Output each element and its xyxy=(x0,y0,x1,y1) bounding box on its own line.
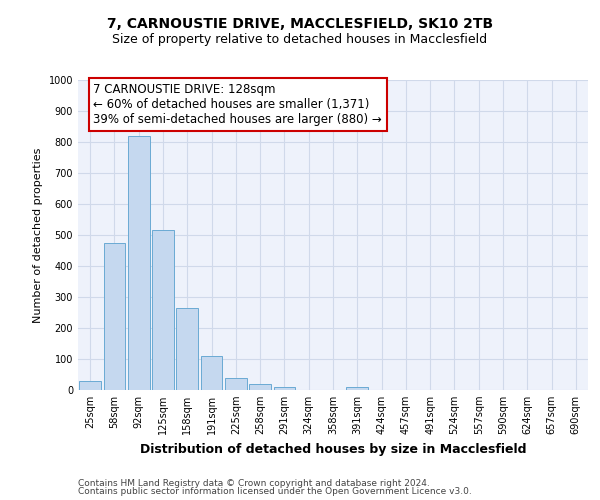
Bar xyxy=(225,378,247,390)
Bar xyxy=(200,356,223,390)
Bar xyxy=(346,387,368,390)
Bar xyxy=(176,308,198,390)
Text: Contains public sector information licensed under the Open Government Licence v3: Contains public sector information licen… xyxy=(78,487,472,496)
Text: 7 CARNOUSTIE DRIVE: 128sqm
← 60% of detached houses are smaller (1,371)
39% of s: 7 CARNOUSTIE DRIVE: 128sqm ← 60% of deta… xyxy=(94,83,382,126)
Text: Contains HM Land Registry data © Crown copyright and database right 2024.: Contains HM Land Registry data © Crown c… xyxy=(78,478,430,488)
Text: Size of property relative to detached houses in Macclesfield: Size of property relative to detached ho… xyxy=(112,32,488,46)
Bar xyxy=(274,387,295,390)
Bar xyxy=(128,136,149,390)
Bar xyxy=(249,384,271,390)
Y-axis label: Number of detached properties: Number of detached properties xyxy=(33,148,43,322)
X-axis label: Distribution of detached houses by size in Macclesfield: Distribution of detached houses by size … xyxy=(140,442,526,456)
Bar xyxy=(152,230,174,390)
Bar xyxy=(79,380,101,390)
Text: 7, CARNOUSTIE DRIVE, MACCLESFIELD, SK10 2TB: 7, CARNOUSTIE DRIVE, MACCLESFIELD, SK10 … xyxy=(107,18,493,32)
Bar xyxy=(104,243,125,390)
